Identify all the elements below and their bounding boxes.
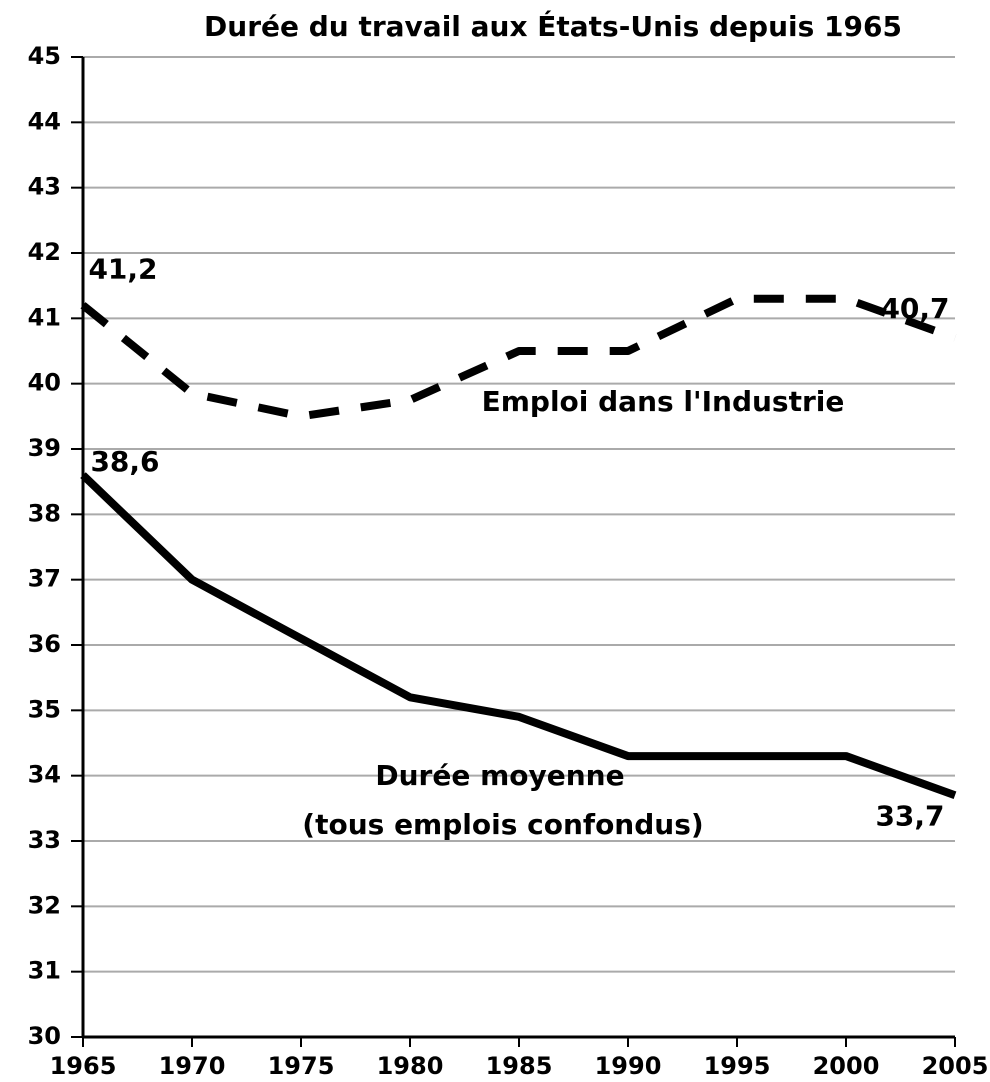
- y-tick-label: 33: [28, 826, 61, 854]
- y-tick-label: 32: [28, 891, 61, 919]
- y-tick-label: 38: [28, 499, 61, 527]
- data-label: 40,7: [880, 292, 949, 325]
- y-tick-label: 42: [28, 238, 61, 266]
- series-label: Emploi dans l'Industrie: [482, 385, 845, 418]
- y-tick-label: 31: [28, 957, 61, 985]
- y-tick-label: 41: [28, 303, 61, 331]
- x-tick-label: 1980: [377, 1052, 444, 1080]
- y-tick-label: 35: [28, 695, 61, 723]
- x-tick-label: 1975: [268, 1052, 335, 1080]
- x-tick-label: 1990: [595, 1052, 662, 1080]
- y-tick-label: 39: [28, 434, 61, 462]
- series-line: [80, 472, 957, 800]
- y-tick-label: 37: [28, 565, 61, 593]
- y-tick-label: 34: [28, 761, 61, 789]
- series-label: Durée moyenne: [375, 759, 624, 792]
- y-tick-label: 44: [28, 107, 61, 135]
- y-tick-label: 45: [28, 42, 61, 70]
- series-line: [80, 294, 957, 421]
- x-tick-label: 2000: [813, 1052, 880, 1080]
- chart-title: Durée du travail aux États-Unis depuis 1…: [204, 9, 902, 43]
- y-tick-label: 30: [28, 1022, 61, 1050]
- annotation: (tous emplois confondus): [302, 808, 703, 841]
- x-tick-label: 2005: [922, 1052, 989, 1080]
- x-tick-label: 1995: [704, 1052, 771, 1080]
- x-tick-label: 1965: [50, 1052, 117, 1080]
- data-label: 33,7: [875, 799, 944, 832]
- data-label: 38,6: [90, 445, 159, 478]
- data-label: 41,2: [88, 252, 157, 285]
- y-tick-label: 36: [28, 630, 61, 658]
- y-tick-label: 43: [28, 173, 61, 201]
- x-tick-label: 1985: [486, 1052, 553, 1080]
- y-tick-label: 40: [28, 369, 61, 397]
- x-tick-label: 1970: [159, 1052, 226, 1080]
